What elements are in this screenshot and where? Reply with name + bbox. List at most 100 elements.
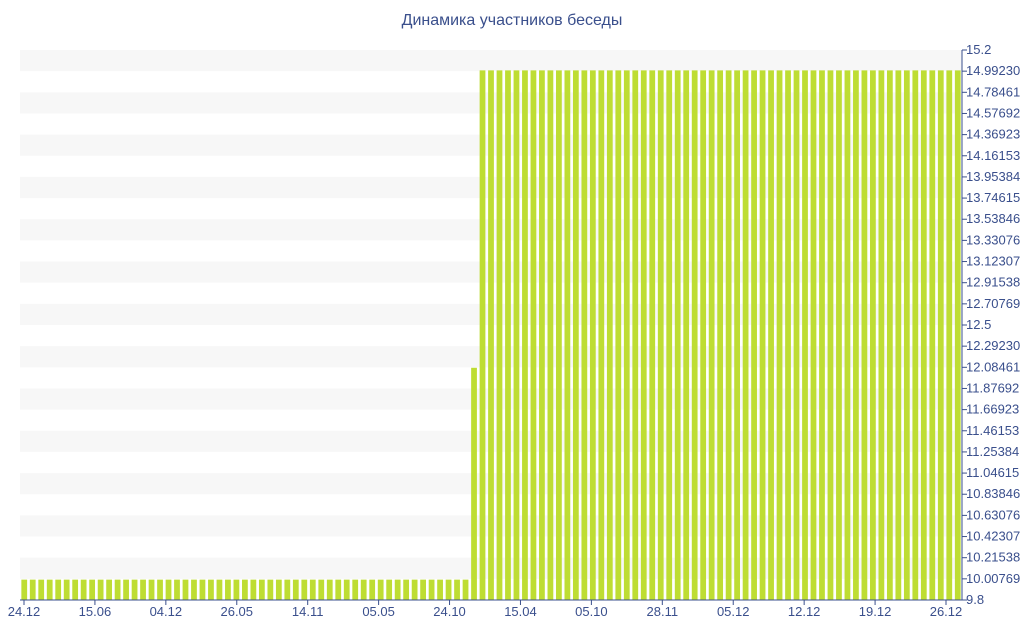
chart-title: Динамика участников беседы [401,12,623,29]
bar [445,579,452,600]
x-tick-label: 05.10 [575,604,608,619]
bar [954,70,961,601]
bar [539,70,545,601]
y-tick-label: 12.5 [966,317,991,332]
x-tick-label: 24.10 [433,604,466,619]
y-tick-label: 14.78461 [966,84,1020,99]
y-tick-label: 12.29230 [966,338,1020,353]
bar [657,70,664,601]
bar [394,579,401,600]
bar [717,70,724,601]
bar [428,579,435,600]
y-tick-label: 11.25384 [966,444,1019,459]
bar [785,70,791,601]
bar [700,70,707,601]
bar [131,579,138,600]
bar [632,70,639,601]
bar [878,70,885,601]
y-tick-label: 10.21538 [966,550,1020,565]
bar [343,579,350,600]
bar [233,579,240,600]
bar [369,579,376,600]
x-tick-label: 15.04 [504,604,537,619]
bar [360,579,367,600]
bar [674,70,681,601]
bar [623,70,630,601]
bar [929,70,936,601]
bar [471,367,477,600]
bar [836,70,842,601]
bar [38,579,45,600]
bar [165,579,172,600]
x-tick-label: 04.12 [150,604,183,619]
bar [912,70,919,601]
bar [275,579,282,600]
bar [97,579,104,600]
bar [309,579,316,600]
bar [895,70,902,601]
bar [21,579,28,600]
bar [589,70,596,601]
bar [242,579,248,600]
bar [556,70,562,601]
bar [318,579,325,600]
bar [530,70,537,601]
bar [666,70,673,601]
grid-band [20,50,962,72]
bar [106,579,112,600]
bar [377,579,384,600]
bar [258,579,265,600]
bar [844,70,851,601]
bar [72,579,79,600]
bar [810,70,817,601]
bar [522,70,528,601]
bars [21,70,961,601]
y-tick-label: 13.95384 [966,169,1020,184]
y-tick-label: 14.16153 [966,148,1020,163]
bar [564,70,571,601]
y-tick-label: 13.53846 [966,211,1020,226]
bar [853,70,859,601]
bar [420,579,426,600]
bar [572,70,579,601]
y-tick-label: 13.12307 [966,254,1020,269]
y-tick-label: 10.42307 [966,529,1020,544]
y-tick-label: 11.46153 [966,423,1019,438]
bar [284,579,291,600]
bar [886,70,893,601]
bar [937,70,944,601]
bar [827,70,834,601]
y-tick-label: 13.74615 [966,190,1020,205]
bar [742,70,749,601]
bar [191,579,197,600]
y-tick-label: 10.63076 [966,507,1020,522]
x-tick-label: 05.05 [362,604,395,619]
bar [55,579,62,600]
bar [903,70,910,601]
bar [46,579,53,600]
x-tick-label: 15.06 [79,604,112,619]
bar [725,70,732,601]
bar [301,579,308,600]
y-tick-label: 12.08461 [966,359,1020,374]
y-tick-label: 11.66923 [966,402,1019,417]
bar [759,70,766,601]
bar [488,70,494,601]
bar [140,579,146,600]
bar [89,579,96,600]
bar [946,70,953,601]
bar [768,70,774,601]
bar [861,70,868,601]
bar [174,579,180,600]
bar [123,579,129,600]
bar [920,70,927,601]
bar [454,579,460,600]
y-tick-label: 12.70769 [966,296,1020,311]
bar [326,579,333,600]
bar [411,579,418,600]
bar [649,70,656,601]
bar [751,70,757,601]
y-tick-label: 13.33076 [966,232,1020,247]
x-tick-label: 05.12 [717,604,750,619]
